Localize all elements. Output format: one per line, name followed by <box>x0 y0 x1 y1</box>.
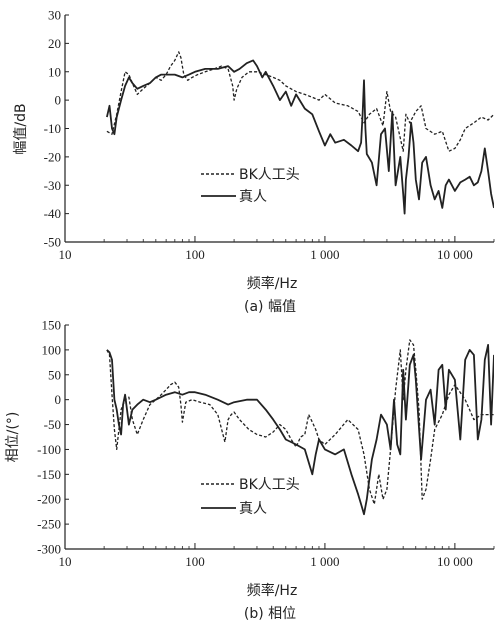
y-axis-label: 相位/(°) <box>5 412 21 463</box>
y-tick-label: -300 <box>37 542 61 557</box>
y-tick-label: 50 <box>48 367 61 382</box>
legend-label-human: 真人 <box>239 189 267 205</box>
x-tick-label: 10 000 <box>437 247 473 262</box>
series-lines <box>106 51 494 215</box>
x-tick-label: 1 000 <box>310 247 339 262</box>
y-tick-label: 20 <box>48 36 61 51</box>
y-tick-label: -150 <box>37 467 61 482</box>
y-tick-label: 30 <box>48 8 61 23</box>
y-tick-label: -200 <box>37 492 61 507</box>
legend-label-human: 真人 <box>239 501 267 517</box>
x-axis-label: 频率/Hz <box>247 582 298 599</box>
y-ticks: -50 -40 -30 -20 -10 0 10 20 30 <box>44 8 69 250</box>
x-tick-label: 100 <box>185 554 205 569</box>
y-tick-label: -50 <box>44 417 61 432</box>
legend: BK人工头 真人 <box>201 167 300 205</box>
y-tick-label: 10 <box>48 64 61 79</box>
x-ticks: 10 100 1 000 10 000 <box>59 543 495 569</box>
series-line-bk <box>106 339 494 505</box>
y-tick-label: 100 <box>42 342 62 357</box>
y-tick-label: -20 <box>44 149 61 164</box>
y-tick-label: 150 <box>42 318 62 333</box>
y-tick-label: 0 <box>55 392 62 407</box>
series-line-human <box>106 59 494 215</box>
y-tick-label: -250 <box>37 517 61 532</box>
x-axis-label: 频率/Hz <box>247 275 298 292</box>
legend-label-bk: BK人工头 <box>239 477 300 493</box>
chart-caption: (b) 相位 <box>244 606 296 622</box>
series-lines <box>106 339 494 516</box>
y-tick-label: -50 <box>44 235 61 250</box>
chart-caption: (a) 幅值 <box>244 299 296 315</box>
series-line-human <box>106 343 494 516</box>
plot-frame <box>64 15 494 243</box>
y-tick-label: -40 <box>44 206 61 221</box>
series-line-bk <box>106 51 494 152</box>
y-tick-label: -10 <box>44 121 61 136</box>
y-axis-label: 幅值/dB <box>13 103 29 154</box>
y-ticks: -300 -250 -200 -150 -100 -50 0 50 100 150 <box>37 318 69 557</box>
plot-frame <box>64 325 494 550</box>
y-tick-label: 0 <box>55 93 62 108</box>
legend-label-bk: BK人工头 <box>239 167 300 183</box>
x-tick-label: 1 000 <box>310 554 339 569</box>
x-tick-label: 100 <box>185 247 205 262</box>
y-tick-label: -100 <box>37 442 61 457</box>
y-tick-label: -30 <box>44 178 61 193</box>
chart-phase: -300 -250 -200 -150 -100 -50 0 50 100 150 10 100 1 … <box>5 318 495 622</box>
legend: BK人工头 真人 <box>201 477 300 517</box>
x-tick-label: 10 <box>59 247 72 262</box>
x-ticks: 10 100 1 000 10 000 <box>59 236 495 262</box>
x-tick-label: 10 <box>59 554 72 569</box>
x-tick-label: 10 000 <box>437 554 473 569</box>
